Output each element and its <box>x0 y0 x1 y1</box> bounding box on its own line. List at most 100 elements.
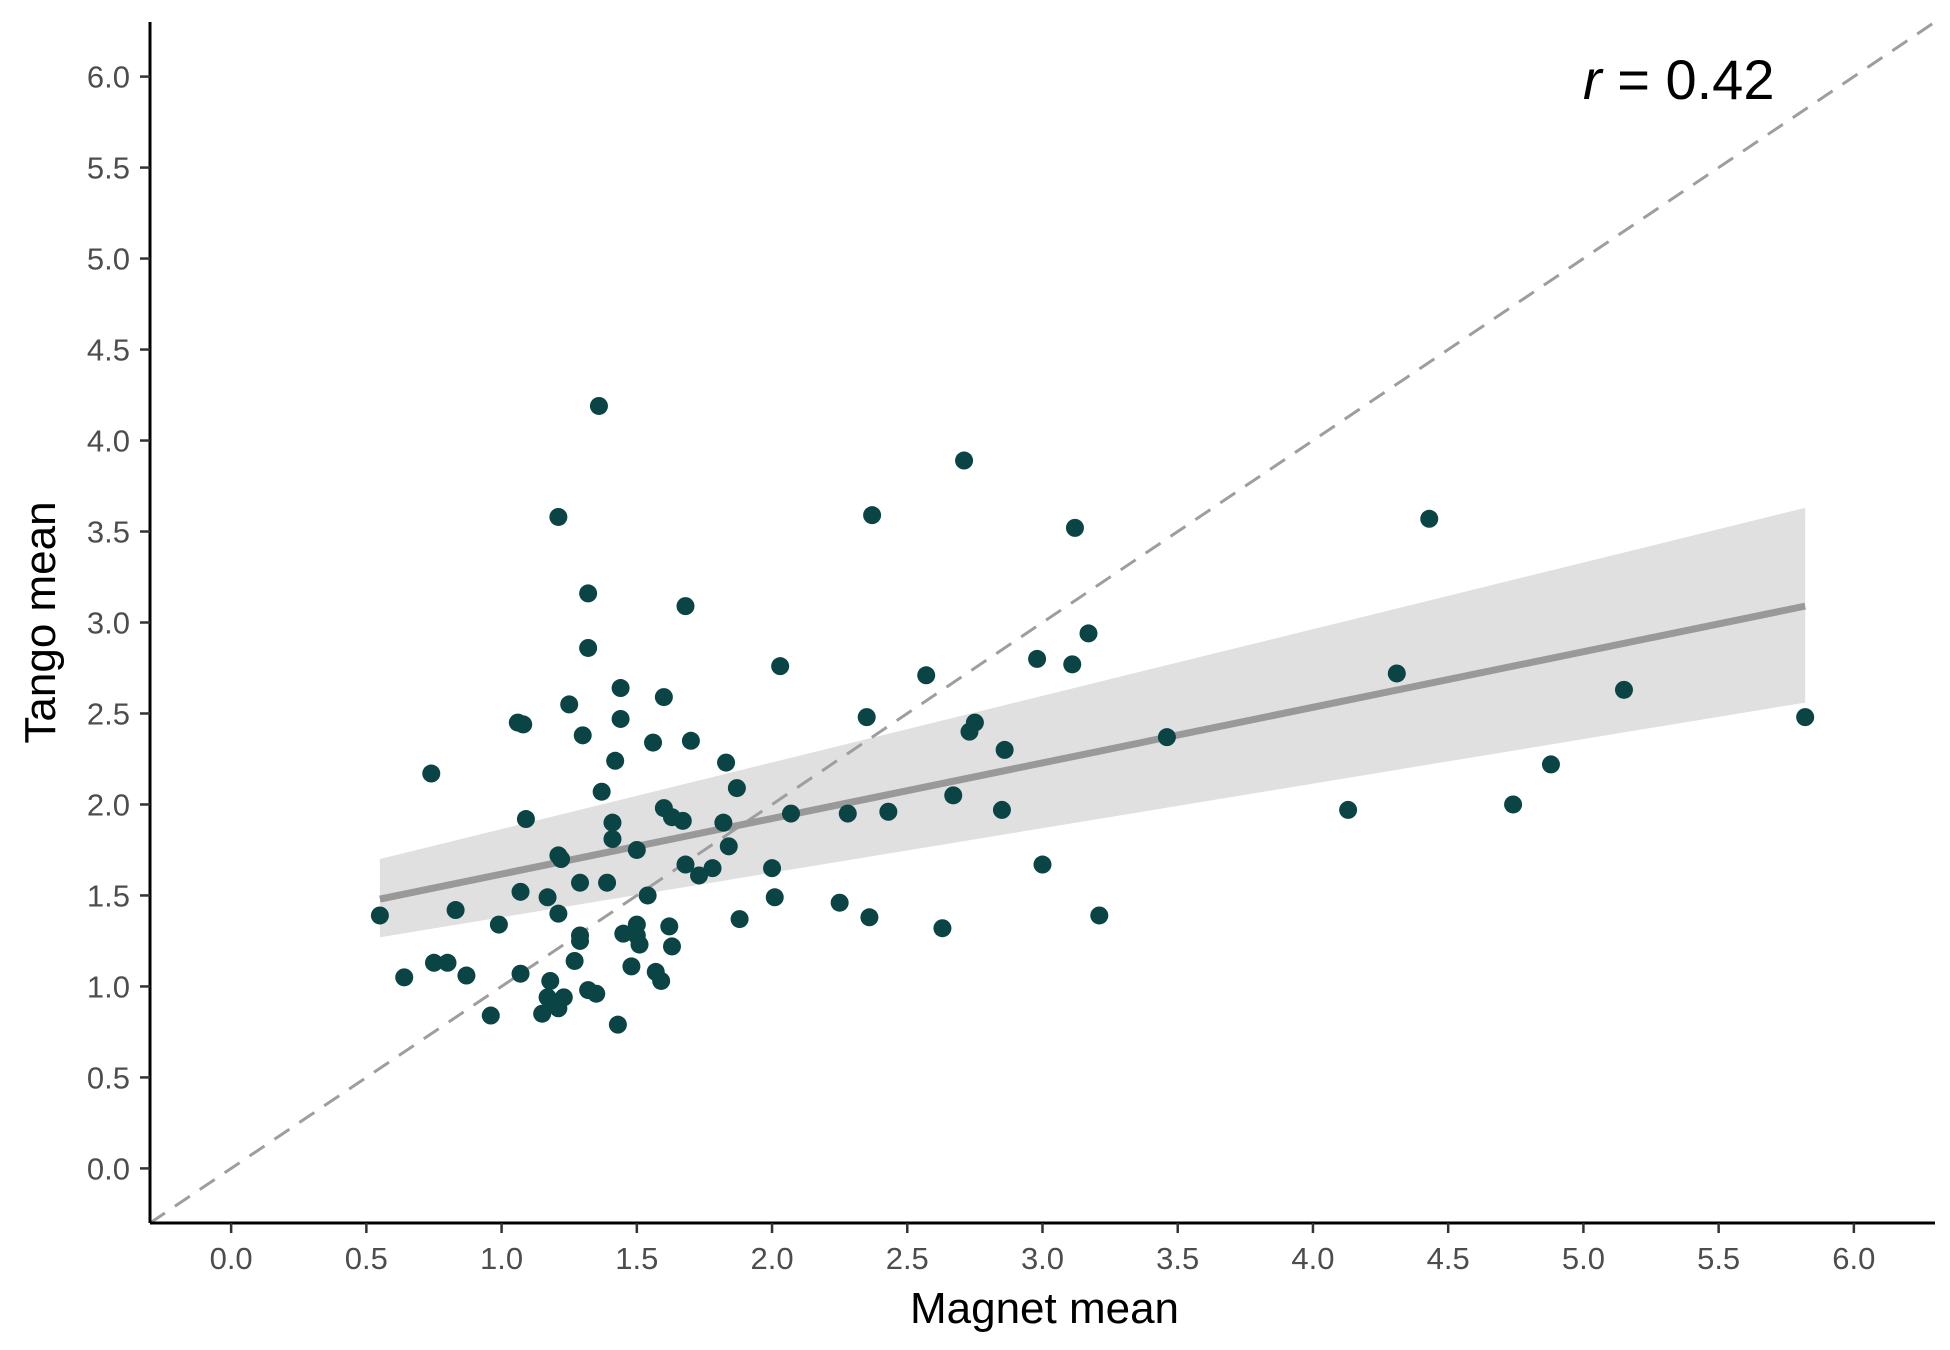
data-point <box>571 873 590 892</box>
x-tick-label: 6.0 <box>1832 1241 1875 1276</box>
data-point <box>1504 795 1523 814</box>
data-point <box>992 800 1011 819</box>
y-tick-label: 5.0 <box>87 242 130 277</box>
data-point <box>552 850 571 869</box>
data-point <box>565 951 584 970</box>
data-point <box>676 597 695 616</box>
data-point <box>614 924 633 943</box>
data-point <box>727 779 746 798</box>
y-tick-label: 3.5 <box>87 515 130 550</box>
y-tick-label: 5.5 <box>87 151 130 186</box>
data-point <box>857 708 876 727</box>
data-point <box>446 901 465 920</box>
correlation-value: = 0.42 <box>1602 48 1775 111</box>
data-point <box>1387 664 1406 683</box>
data-point <box>719 837 738 856</box>
data-point <box>1420 509 1439 528</box>
data-point <box>457 966 476 985</box>
data-point <box>579 584 598 603</box>
data-point <box>1541 755 1560 774</box>
data-point <box>395 968 414 987</box>
data-point <box>703 859 722 878</box>
data-point <box>422 764 441 783</box>
data-point <box>538 888 557 907</box>
x-tick-label: 2.0 <box>750 1241 793 1276</box>
y-tick-label: 1.0 <box>87 969 130 1004</box>
data-point <box>638 886 657 905</box>
data-point <box>606 751 625 770</box>
correlation-annotation: r = 0.42 <box>1583 48 1774 111</box>
data-point <box>730 910 749 929</box>
data-point <box>714 813 733 832</box>
y-tick-label: 4.0 <box>87 424 130 459</box>
data-point <box>573 726 592 745</box>
x-tick-label: 4.0 <box>1291 1241 1334 1276</box>
data-point <box>917 666 936 685</box>
data-point <box>571 931 590 950</box>
x-tick-label: 4.5 <box>1427 1241 1470 1276</box>
data-point <box>622 957 641 976</box>
data-point <box>955 451 974 470</box>
data-point <box>765 888 784 907</box>
data-point <box>1090 906 1109 925</box>
data-point <box>1033 855 1052 874</box>
data-point <box>660 917 679 936</box>
data-point <box>860 908 879 927</box>
data-point <box>549 904 568 923</box>
data-point <box>560 695 579 714</box>
data-point <box>830 893 849 912</box>
data-point <box>654 688 673 707</box>
y-tick-label: 2.5 <box>87 696 130 731</box>
data-point <box>1063 655 1082 674</box>
x-tick-label: 5.0 <box>1562 1241 1605 1276</box>
regression-line <box>379 602 1806 903</box>
data-point <box>1157 728 1176 747</box>
data-point <box>1339 800 1358 819</box>
data-point <box>763 859 782 878</box>
data-point <box>838 804 857 823</box>
data-point <box>554 988 573 1007</box>
data-point <box>579 638 598 657</box>
data-point <box>933 919 952 938</box>
data-point <box>438 953 457 972</box>
data-point <box>611 709 630 728</box>
data-point <box>603 813 622 832</box>
confidence-band-layer <box>379 507 1806 938</box>
data-point <box>771 657 790 676</box>
data-point <box>681 731 700 750</box>
data-point <box>717 753 736 772</box>
data-point <box>965 713 984 732</box>
y-tick-label: 1.5 <box>87 878 130 913</box>
confidence-band <box>379 507 1806 938</box>
data-point <box>592 782 611 801</box>
data-point <box>690 866 709 885</box>
data-point <box>516 810 535 829</box>
data-point <box>549 507 568 526</box>
x-tick-label: 1.0 <box>480 1241 523 1276</box>
y-tick-label: 0.5 <box>87 1060 130 1095</box>
data-point <box>370 906 389 925</box>
x-tick-label: 1.5 <box>615 1241 658 1276</box>
y-tick-label: 6.0 <box>87 60 130 95</box>
x-axis-ticks: 0.0 0.5 1.0 1.5 2.0 2.5 3.0 3.5 4.0 4.5 5.0 5.5 6.0 <box>210 1223 1875 1276</box>
data-point <box>511 882 530 901</box>
x-tick-label: 5.5 <box>1697 1241 1740 1276</box>
data-point <box>598 873 617 892</box>
y-tick-label: 2.0 <box>87 787 130 822</box>
x-tick-label: 3.0 <box>1021 1241 1064 1276</box>
y-axis-title: Tango mean <box>16 501 65 743</box>
data-point <box>863 506 882 525</box>
data-point <box>589 396 608 415</box>
data-points <box>370 396 1815 1034</box>
data-point <box>611 679 630 698</box>
data-point <box>781 804 800 823</box>
data-point <box>1079 624 1098 643</box>
data-point <box>676 855 695 874</box>
data-point <box>1065 518 1084 537</box>
x-axis-title: Magnet mean <box>910 1284 1179 1333</box>
data-point <box>1796 708 1815 727</box>
data-point <box>1028 649 1047 668</box>
data-point <box>489 915 508 934</box>
data-point <box>603 830 622 849</box>
